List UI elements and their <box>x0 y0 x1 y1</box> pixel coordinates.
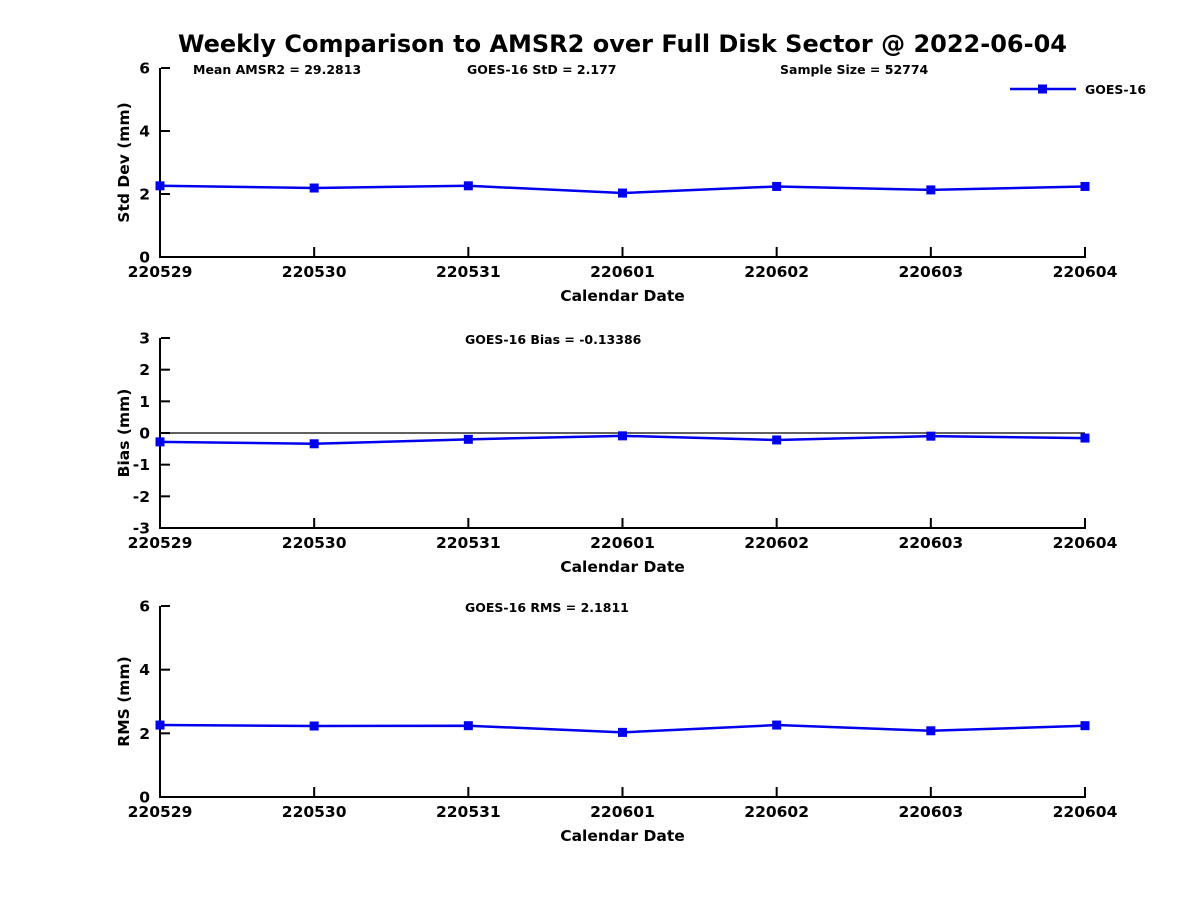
data-point-marker <box>309 439 319 449</box>
x-tick-label: 220531 <box>436 534 501 552</box>
y-tick-label: 2 <box>139 186 150 204</box>
y-tick-label: 1 <box>139 393 150 411</box>
x-tick-label: 220604 <box>1053 263 1118 281</box>
y-tick-label: 6 <box>139 60 150 78</box>
annotation-text: GOES-16 Bias = -0.13386 <box>465 332 642 347</box>
x-tick-label: 220603 <box>898 263 963 281</box>
rms-plot: 0 2 4 6 220529 220530 220531 220601 220602 220603… <box>115 598 1118 846</box>
data-point-marker <box>618 431 627 441</box>
y-tick-label: 2 <box>139 725 150 743</box>
x-tick-label: 220529 <box>128 263 193 281</box>
data-point-marker <box>926 431 936 441</box>
data-point-marker <box>463 721 473 731</box>
x-tick-label: 220603 <box>898 803 963 821</box>
x-tick-label: 220529 <box>128 803 193 821</box>
data-point-marker <box>309 721 319 731</box>
data-point-marker <box>618 188 627 198</box>
data-point-marker <box>772 435 782 445</box>
x-tick-label: 220530 <box>282 534 347 552</box>
data-point-marker <box>155 720 165 730</box>
data-point-marker <box>1080 433 1090 443</box>
y-tick-label: 0 <box>139 425 150 443</box>
annotation-text: GOES-16 RMS = 2.1811 <box>465 600 629 615</box>
x-tick-label: 220531 <box>436 803 501 821</box>
x-tick-label: 220601 <box>590 263 655 281</box>
x-tick-label: 220602 <box>744 803 809 821</box>
data-point-marker <box>1080 721 1090 731</box>
annotation-text: Sample Size = 52774 <box>780 62 929 77</box>
data-point-marker <box>772 181 782 191</box>
y-tick-label: -3 <box>133 520 150 538</box>
x-tick-label: 220602 <box>744 263 809 281</box>
bias-plot: -3 -2 -1 0 1 2 3 220529 220530 220531 220601 220602… <box>115 330 1118 577</box>
y-tick-label: 2 <box>139 361 150 379</box>
x-tick-label: 220601 <box>590 803 655 821</box>
data-point-marker <box>155 437 165 447</box>
data-point-marker <box>463 434 473 444</box>
y-axis-label: Bias (mm) <box>115 389 133 478</box>
y-tick-label: 6 <box>139 598 150 616</box>
y-tick-label: 4 <box>139 661 150 679</box>
annotation-text: Mean AMSR2 = 29.2813 <box>193 62 361 77</box>
data-point-marker <box>772 720 782 730</box>
legend: GOES-16 <box>1008 81 1146 97</box>
data-point-marker <box>309 183 319 193</box>
chart-title: Weekly Comparison to AMSR2 over Full Dis… <box>178 30 1067 58</box>
data-point-marker <box>1080 181 1090 191</box>
x-tick-label: 220530 <box>282 803 347 821</box>
data-point-marker <box>926 185 936 195</box>
y-tick-label: -2 <box>133 488 150 506</box>
x-tick-label: 220604 <box>1053 803 1118 821</box>
x-tick-label: 220529 <box>128 534 193 552</box>
annotation-text: GOES-16 StD = 2.177 <box>467 62 616 77</box>
data-point-marker <box>463 181 473 191</box>
y-axis-label: Std Dev (mm) <box>115 102 133 222</box>
legend-line-marker-icon <box>1010 84 1076 94</box>
x-tick-label: 220531 <box>436 263 501 281</box>
x-tick-label: 220530 <box>282 263 347 281</box>
x-tick-label: 220602 <box>744 534 809 552</box>
legend-label: GOES-16 <box>1085 81 1147 97</box>
x-axis-label: Calendar Date <box>560 558 685 576</box>
data-point-marker <box>926 726 936 736</box>
data-point-marker <box>618 727 627 737</box>
std-dev-plot: 0 2 4 6 220529 220530 220531 220601 220602 220603… <box>115 60 1118 306</box>
y-tick-label: 0 <box>139 249 150 267</box>
x-axis-label: Calendar Date <box>560 827 685 845</box>
x-tick-label: 220601 <box>590 534 655 552</box>
y-axis-label: RMS (mm) <box>115 656 133 746</box>
y-tick-label: -1 <box>133 456 150 474</box>
y-tick-label: 0 <box>139 789 150 807</box>
data-point-marker <box>155 181 165 191</box>
y-tick-label: 4 <box>139 123 150 141</box>
x-axis-label: Calendar Date <box>560 287 685 305</box>
y-tick-label: 3 <box>139 330 150 348</box>
x-tick-label: 220603 <box>898 534 963 552</box>
x-tick-label: 220604 <box>1053 534 1118 552</box>
